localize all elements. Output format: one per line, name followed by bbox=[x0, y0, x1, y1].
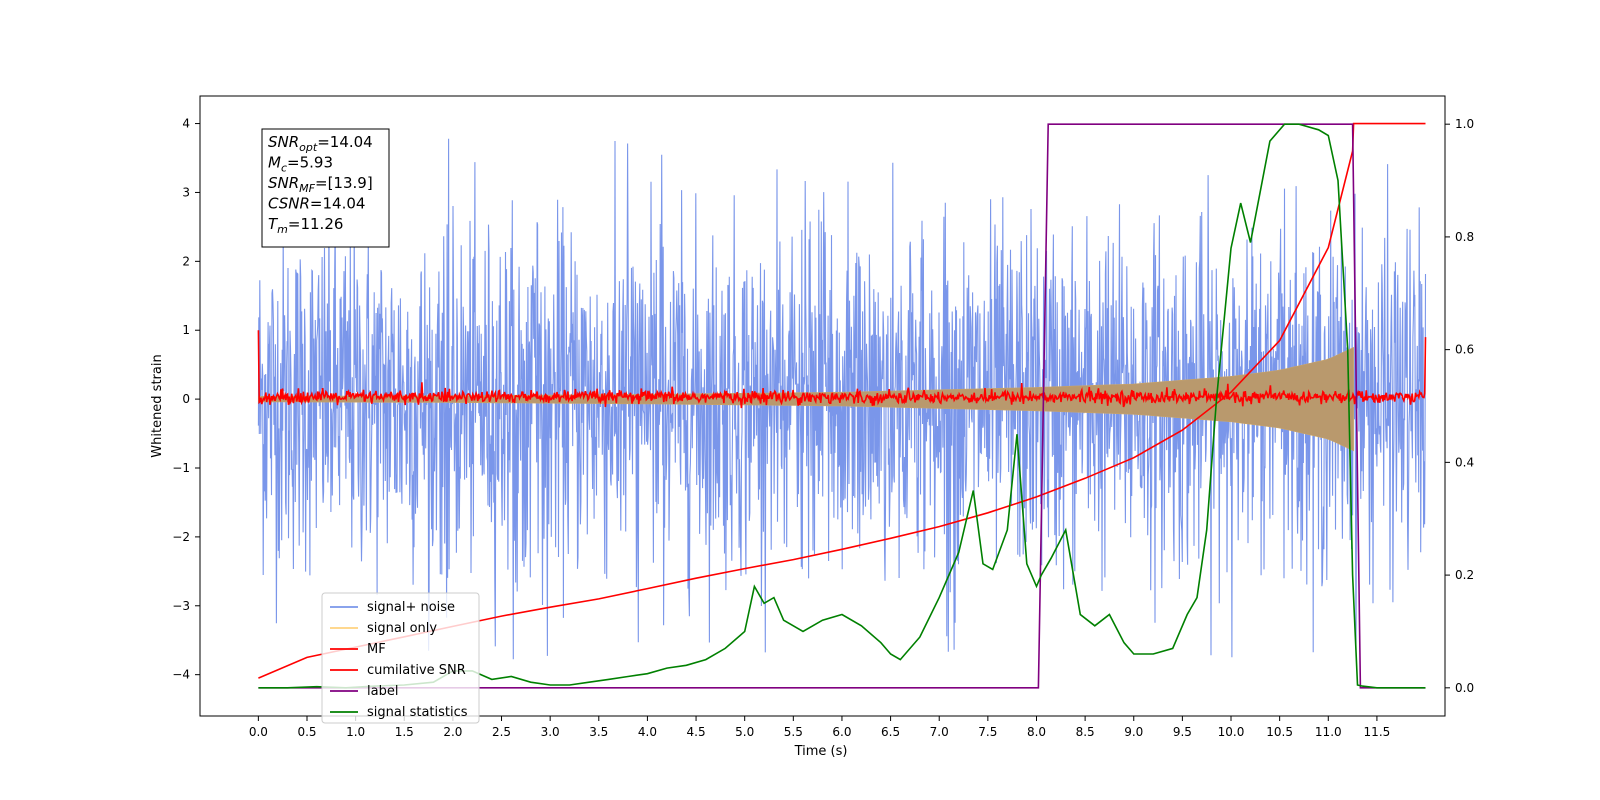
annotation-line: Mc=5.93 bbox=[268, 154, 333, 175]
x-tick-label: 2.5 bbox=[492, 725, 511, 739]
series-signal-noise-line bbox=[257, 138, 1427, 660]
y-tick-label: −2 bbox=[172, 530, 190, 544]
x-tick-label: 3.5 bbox=[589, 725, 608, 739]
legend-entry-label: label bbox=[367, 684, 398, 699]
x-tick-label: 4.5 bbox=[687, 725, 706, 739]
y-axis-left: −4 −3 −2 −1 0 1 2 3 4 bbox=[172, 117, 200, 682]
y-tick-label: 1 bbox=[182, 323, 190, 337]
x-tick-label: 0.5 bbox=[297, 725, 316, 739]
x-tick-label: 11.5 bbox=[1364, 725, 1391, 739]
x-tick-label: 8.0 bbox=[1027, 725, 1046, 739]
y2-tick-label: 1.0 bbox=[1455, 117, 1474, 131]
x-axis: 0.0 0.5 1.0 1.5 2.0 2.5 3.0 3.5 4.0 4.5 5.0 5.5 6.0 6… bbox=[249, 716, 1390, 739]
x-tick-label: 6.0 bbox=[832, 725, 851, 739]
y2-tick-label: 0.0 bbox=[1455, 681, 1474, 695]
y2-tick-label: 0.2 bbox=[1455, 568, 1474, 582]
x-tick-label: 7.0 bbox=[930, 725, 949, 739]
y2-tick-label: 0.8 bbox=[1455, 230, 1474, 244]
annotation-box: SNRopt=14.04Mc=5.93SNRMF=[13.9]CSNR=14.0… bbox=[261, 128, 390, 248]
x-tick-label: 1.0 bbox=[346, 725, 365, 739]
legend-entry-label: signal+ noise bbox=[367, 600, 455, 615]
series-layer bbox=[257, 122, 1427, 689]
x-tick-label: 6.5 bbox=[881, 725, 900, 739]
x-tick-label: 1.5 bbox=[395, 725, 414, 739]
x-tick-label: 9.5 bbox=[1173, 725, 1192, 739]
x-axis-label: Time (s) bbox=[794, 744, 848, 759]
y-tick-label: −3 bbox=[172, 599, 190, 613]
y-tick-label: 4 bbox=[182, 117, 190, 131]
y2-tick-label: 0.4 bbox=[1455, 455, 1474, 469]
x-tick-label: 5.0 bbox=[735, 725, 754, 739]
y2-tick-label: 0.6 bbox=[1455, 343, 1474, 357]
annotation-line: SNRopt=14.04 bbox=[268, 133, 373, 154]
x-tick-label: 8.5 bbox=[1076, 725, 1095, 739]
y-axis-right: 0.0 0.2 0.4 0.6 0.8 1.0 bbox=[1445, 117, 1474, 695]
x-tick-label: 2.0 bbox=[443, 725, 462, 739]
legend-entry-label: signal only bbox=[367, 621, 437, 636]
y-tick-label: −4 bbox=[172, 668, 190, 682]
x-tick-label: 10.0 bbox=[1218, 725, 1245, 739]
x-tick-label: 11.0 bbox=[1315, 725, 1342, 739]
legend-entry-label: cumilative SNR bbox=[367, 663, 466, 678]
y-tick-label: 2 bbox=[182, 254, 190, 268]
y-axis-label: Whitened strain bbox=[150, 354, 165, 457]
y-tick-label: 0 bbox=[182, 392, 190, 406]
annotation-line: SNRMF=[13.9] bbox=[268, 174, 373, 195]
x-tick-label: 4.0 bbox=[638, 725, 657, 739]
series-signal-statistics-line bbox=[258, 123, 1426, 689]
legend-entry-label: MF bbox=[367, 642, 386, 657]
x-tick-label: 7.5 bbox=[978, 725, 997, 739]
annotation-line: CSNR=14.04 bbox=[268, 195, 365, 213]
y-tick-label: −1 bbox=[172, 461, 190, 475]
x-tick-label: 5.5 bbox=[784, 725, 803, 739]
series-mf-line bbox=[257, 330, 1427, 409]
x-tick-label: 10.5 bbox=[1266, 725, 1293, 739]
legend-entry-label: signal statistics bbox=[367, 705, 468, 720]
y-tick-label: 3 bbox=[182, 185, 190, 199]
legend: signal+ noise signal only MF cumilative SNR… bbox=[321, 592, 480, 724]
annotation-line: Tm=11.26 bbox=[268, 215, 343, 236]
x-tick-label: 0.0 bbox=[249, 725, 268, 739]
x-tick-label: 3.0 bbox=[541, 725, 560, 739]
plot-frame bbox=[199, 95, 1446, 717]
x-tick-label: 9.0 bbox=[1124, 725, 1143, 739]
